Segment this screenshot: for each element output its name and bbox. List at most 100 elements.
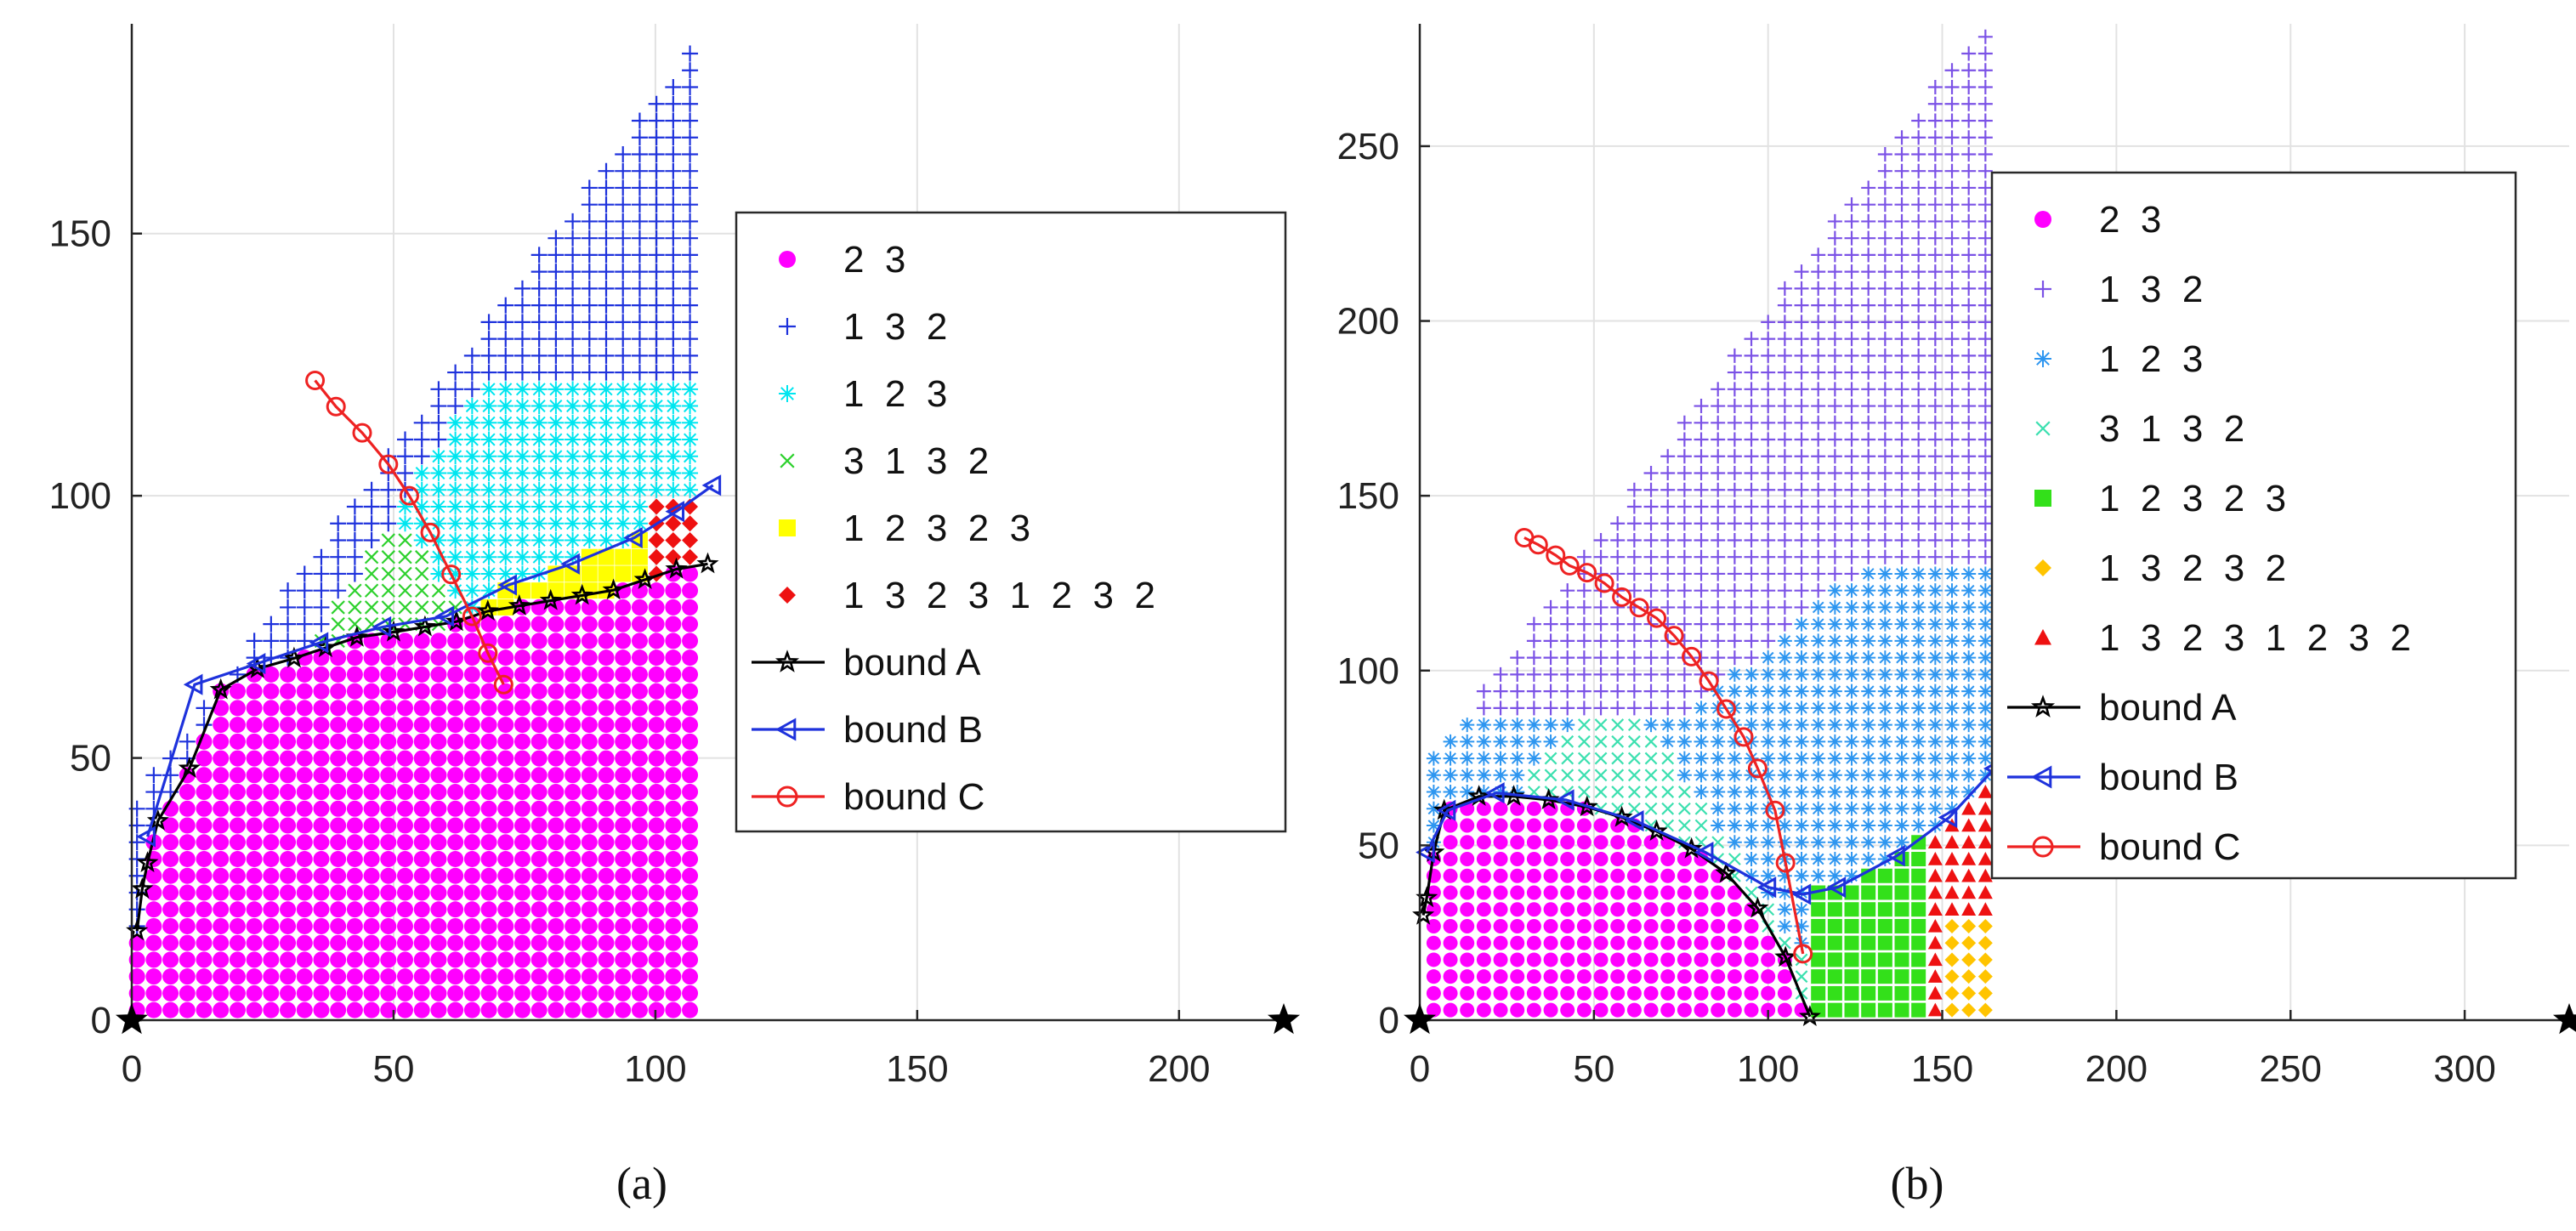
region-sample-point <box>1844 432 1859 447</box>
bound-point <box>1629 598 1649 618</box>
region-sample-point <box>1593 667 1609 682</box>
region-sample-point <box>1777 701 1792 716</box>
region-sample-point <box>665 1001 682 1018</box>
region-sample-point <box>1660 532 1676 547</box>
region-sample-point <box>615 448 632 465</box>
region-sample-point <box>1660 449 1676 464</box>
region-sample-point <box>1677 885 1692 900</box>
bound-point <box>497 574 517 596</box>
region-sample-point <box>1744 1002 1759 1018</box>
region-sample-point <box>1944 365 1960 380</box>
region-sample-point <box>1626 918 1642 933</box>
region-sample-point <box>1510 701 1525 716</box>
region-sample-point <box>1694 499 1709 514</box>
region-sample-point <box>1827 701 1842 716</box>
region-sample-point <box>1694 969 1709 984</box>
region-sample-point <box>665 162 682 179</box>
region-sample-point <box>1761 566 1776 581</box>
region-sample-point <box>648 968 665 985</box>
region-sample-point <box>1610 835 1626 850</box>
region-sample-point <box>1961 902 1977 916</box>
region-sample-point <box>631 917 648 934</box>
bound-point <box>246 652 266 675</box>
region-sample-point <box>1927 785 1943 800</box>
region-sample-point <box>1911 751 1926 766</box>
region-sample-point <box>1744 667 1759 682</box>
region-sample-point <box>1794 415 1809 430</box>
region-sample-point <box>1510 885 1525 900</box>
region-sample-point <box>1694 885 1709 900</box>
region-sample-point <box>1844 197 1859 213</box>
region-sample-point <box>1811 281 1826 296</box>
region-sample-point <box>1811 952 1826 967</box>
region-sample-point <box>430 1001 447 1018</box>
region-sample-point <box>364 583 379 598</box>
region-sample-point <box>1927 969 1943 983</box>
region-sample-point <box>598 297 615 314</box>
region-sample-point <box>1460 918 1475 933</box>
region-sample-point <box>463 650 480 667</box>
region-sample-point <box>447 800 464 817</box>
region-sample-point <box>1977 146 1993 162</box>
region-sample-point <box>145 884 162 901</box>
region-sample-point <box>246 817 263 834</box>
region-sample-point <box>648 851 665 868</box>
region-sample-point <box>1827 616 1842 632</box>
region-sample-point <box>648 145 665 162</box>
region-sample-point <box>581 984 598 1001</box>
region-sample-point <box>1977 180 1993 196</box>
region-sample-point <box>196 834 213 851</box>
region-sample-point <box>1744 382 1759 397</box>
region-sample-point <box>1526 701 1541 716</box>
region-sample-point <box>1961 549 1977 564</box>
region-sample-point <box>1961 213 1977 229</box>
region-sample-point <box>631 582 648 599</box>
region-sample-point <box>1460 969 1475 984</box>
region-sample-point <box>179 1001 196 1018</box>
region-sample-point <box>1911 801 1926 816</box>
region-sample-point <box>1961 499 1977 514</box>
region-sample-point <box>430 666 447 683</box>
region-sample-point <box>1961 952 1977 967</box>
region-sample-point <box>463 767 480 784</box>
region-sample-point <box>682 347 699 364</box>
region-sample-point <box>480 347 497 364</box>
region-sample-point <box>1510 969 1525 984</box>
region-sample-point <box>430 834 447 851</box>
region-sample-point <box>1476 952 1491 967</box>
region-sample-point <box>313 750 330 767</box>
region-sample-point <box>565 917 582 934</box>
region-sample-point <box>1761 684 1776 699</box>
region-sample-point <box>463 851 480 868</box>
region-sample-point <box>1944 701 1960 716</box>
region-sample-point <box>1744 616 1759 632</box>
region-sample-point <box>682 867 699 884</box>
region-sample-point <box>330 901 347 918</box>
region-sample-point <box>1744 852 1759 867</box>
region-sample-point <box>1861 885 1876 900</box>
region-sample-point <box>1961 130 1977 145</box>
region-sample-point <box>1894 885 1909 900</box>
region-sample-point <box>1977 583 1993 598</box>
y-tick-label: 100 <box>1337 650 1399 692</box>
region-sample-point <box>1560 650 1575 666</box>
bound-point <box>282 646 305 668</box>
region-sample-point <box>565 331 582 348</box>
region-sample-point <box>648 582 665 599</box>
region-sample-point <box>1777 532 1792 547</box>
region-sample-point <box>682 230 699 247</box>
region-sample-point <box>1711 718 1726 733</box>
region-sample-point <box>1510 751 1525 766</box>
region-sample-point <box>380 700 397 717</box>
region-sample-point <box>1711 801 1726 816</box>
region-sample-point <box>1911 298 1926 313</box>
region-sample-point <box>1944 734 1960 749</box>
region-sample-point <box>648 95 665 112</box>
region-sample-point <box>581 565 598 582</box>
region-sample-point <box>531 717 548 734</box>
bound-line <box>314 379 505 685</box>
region-sample-point <box>1961 315 1977 330</box>
region-sample-point <box>1777 566 1792 581</box>
region-sample-point <box>1526 684 1541 699</box>
region-sample-point <box>648 750 665 767</box>
